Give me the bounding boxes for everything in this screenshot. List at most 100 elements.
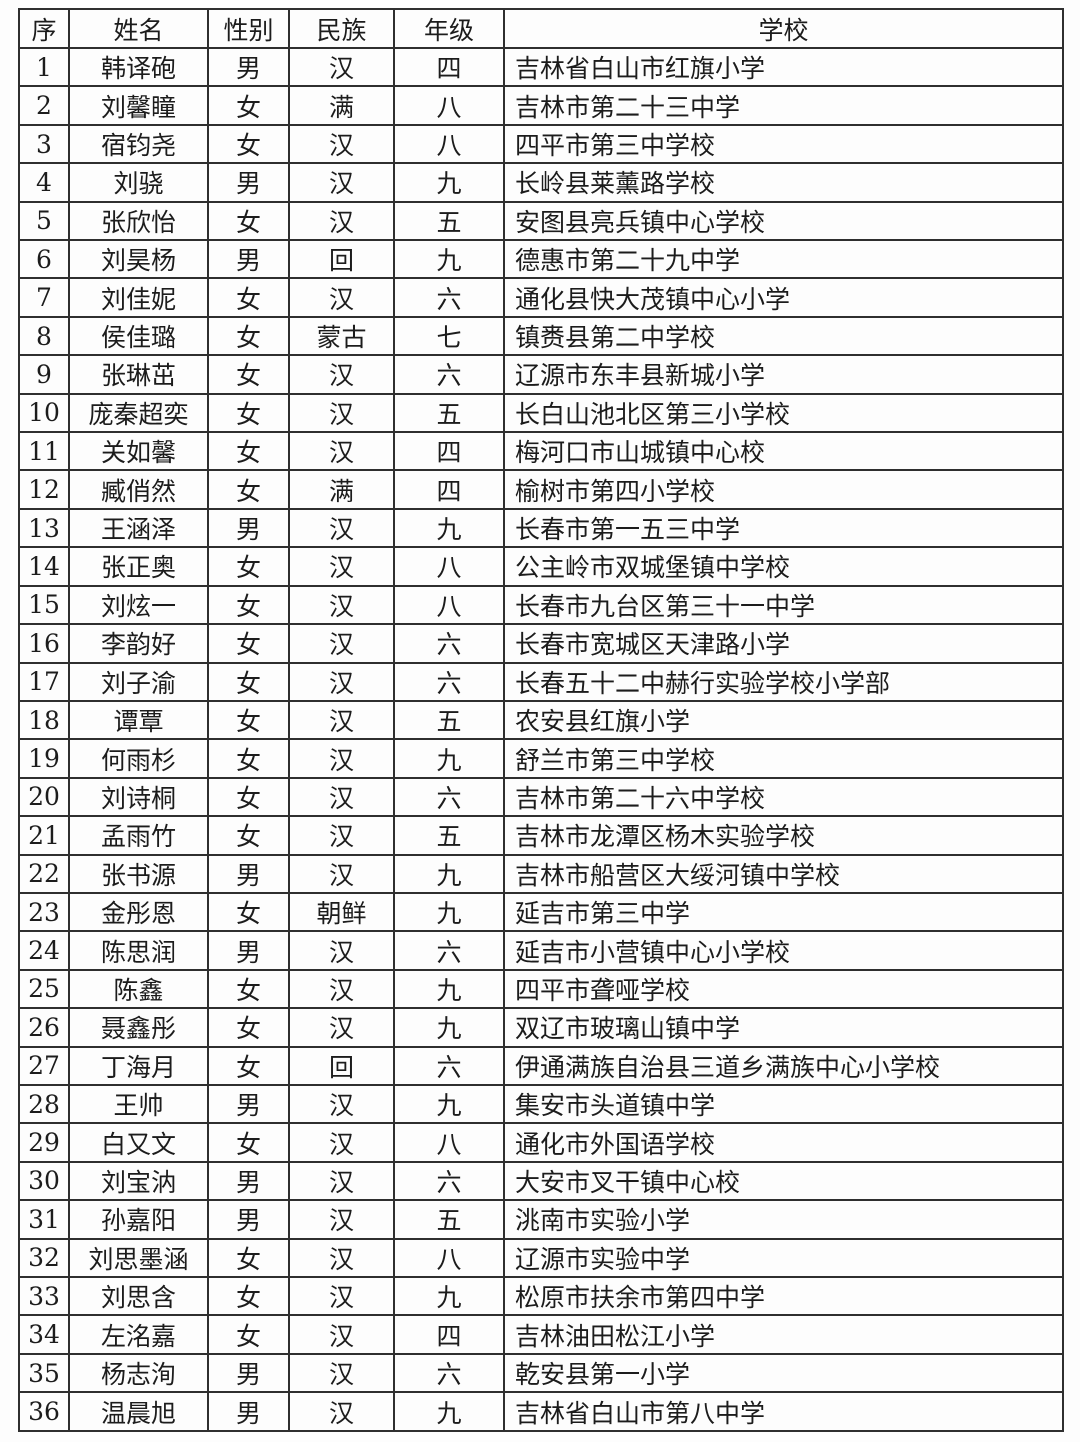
cell-gender: 男 [207,930,290,971]
cell-gender: 男 [207,507,290,549]
table-header: 序 姓名 性别 民族 年级 学校 [18,8,1064,49]
table-row: 21 孟雨竹女汉五吉林市龙潭区杨木实验学校 [18,815,1064,856]
cell-name: 刘馨瞳 [68,85,209,126]
table-row: 3 宿钧尧女汉八四平市第三中学校 [18,123,1064,165]
cell-name: 刘昊杨 [68,239,209,280]
table-row: 33 刘思含女汉九松原市扶余市第四中学 [18,1275,1064,1317]
cell-ethnicity: 满 [288,85,395,126]
cell-name: 白又文 [68,1122,209,1163]
cell-grade: 六 [393,776,505,818]
cell-grade: 五 [393,815,505,856]
cell-school: 吉林市龙潭区杨木实验学校 [503,815,1064,856]
cell-no: 8 [18,315,70,357]
cell-grade: 九 [393,1007,505,1048]
cell-grade: 四 [393,46,505,88]
cell-gender: 女 [207,1007,290,1048]
cell-ethnicity: 汉 [288,277,395,318]
table-row: 32 刘思墨涵女汉八辽源市实验中学 [18,1237,1064,1279]
cell-gender: 女 [207,277,290,318]
cell-grade: 八 [393,123,505,165]
cell-school: 四平市聋哑学校 [503,968,1064,1010]
cell-grade: 九 [393,162,505,203]
cell-ethnicity: 汉 [288,200,395,242]
cell-name: 刘骁 [68,162,209,203]
cell-gender: 女 [207,1122,290,1163]
table-row: 29 白又文女汉八通化市外国语学校 [18,1122,1064,1163]
cell-grade: 六 [393,1352,505,1394]
cell-ethnicity: 汉 [288,584,395,626]
cell-gender: 女 [207,584,290,626]
cell-gender: 女 [207,815,290,856]
cell-ethnicity: 汉 [288,1391,395,1432]
cell-grade: 七 [393,315,505,357]
cell-gender: 女 [207,1275,290,1317]
cell-gender: 男 [207,1352,290,1394]
cell-name: 宿钧尧 [68,123,209,165]
table-row: 27 丁海月女回六伊通满族自治县三道乡满族中心小学校 [18,1045,1064,1086]
cell-school: 双辽市玻璃山镇中学 [503,1007,1064,1048]
cell-ethnicity: 汉 [288,1007,395,1048]
table-row: 24 陈思润男汉六延吉市小营镇中心小学校 [18,930,1064,971]
cell-no: 7 [18,277,70,318]
cell-gender: 男 [207,1199,290,1240]
cell-no: 31 [18,1199,70,1240]
header-no: 序 [18,8,70,49]
cell-name: 何雨杉 [68,738,209,779]
cell-school: 农安县红旗小学 [503,699,1064,741]
cell-school: 延吉市第三中学 [503,891,1064,933]
cell-grade: 八 [393,1237,505,1279]
cell-no: 33 [18,1275,70,1317]
cell-school: 吉林市第二十三中学 [503,85,1064,126]
cell-name: 刘诗桐 [68,776,209,818]
cell-ethnicity: 汉 [288,1314,395,1355]
cell-ethnicity: 汉 [288,699,395,741]
cell-school: 梅河口市山城镇中心校 [503,431,1064,472]
cell-no: 27 [18,1045,70,1086]
table-row: 9 张琳茁女汉六辽源市东丰县新城小学 [18,354,1064,395]
cell-school: 长春五十二中赫行实验学校小学部 [503,661,1064,702]
table-row: 19 何雨杉女汉九舒兰市第三中学校 [18,738,1064,779]
table-row: 17 刘子渝女汉六长春五十二中赫行实验学校小学部 [18,661,1064,702]
cell-ethnicity: 汉 [288,815,395,856]
cell-no: 28 [18,1083,70,1125]
cell-no: 26 [18,1007,70,1048]
table-row: 10 庞秦超奕女汉五长白山池北区第三小学校 [18,392,1064,434]
cell-name: 刘思墨涵 [68,1237,209,1279]
cell-gender: 女 [207,354,290,395]
cell-school: 辽源市东丰县新城小学 [503,354,1064,395]
cell-grade: 九 [393,1391,505,1432]
cell-no: 12 [18,469,70,510]
cell-ethnicity: 汉 [288,546,395,587]
cell-school: 吉林省白山市第八中学 [503,1391,1064,1432]
header-school: 学校 [503,8,1064,49]
cell-ethnicity: 回 [288,239,395,280]
cell-no: 6 [18,239,70,280]
cell-school: 吉林市船营区大绥河镇中学校 [503,853,1064,894]
cell-school: 镇赉县第二中学校 [503,315,1064,357]
header-gender: 性别 [207,8,290,49]
cell-no: 5 [18,200,70,242]
cell-ethnicity: 汉 [288,123,395,165]
table-row: 30 刘宝汭男汉六大安市叉干镇中心校 [18,1160,1064,1202]
cell-name: 左洺嘉 [68,1314,209,1355]
cell-name: 张欣怡 [68,200,209,242]
cell-grade: 八 [393,584,505,626]
cell-school: 德惠市第二十九中学 [503,239,1064,280]
cell-school: 集安市头道镇中学 [503,1083,1064,1125]
cell-school: 吉林市第二十六中学校 [503,776,1064,818]
cell-name: 金彤恩 [68,891,209,933]
cell-grade: 六 [393,1160,505,1202]
cell-name: 王涵泽 [68,507,209,549]
cell-grade: 八 [393,546,505,587]
cell-grade: 六 [393,277,505,318]
cell-grade: 九 [393,853,505,894]
cell-no: 24 [18,930,70,971]
cell-name: 张正奥 [68,546,209,587]
cell-gender: 女 [207,200,290,242]
cell-no: 16 [18,623,70,664]
cell-school: 长春市九台区第三十一中学 [503,584,1064,626]
cell-gender: 男 [207,1083,290,1125]
cell-gender: 女 [207,469,290,510]
table-row: 22 张书源男汉九吉林市船营区大绥河镇中学校 [18,853,1064,894]
cell-gender: 男 [207,162,290,203]
